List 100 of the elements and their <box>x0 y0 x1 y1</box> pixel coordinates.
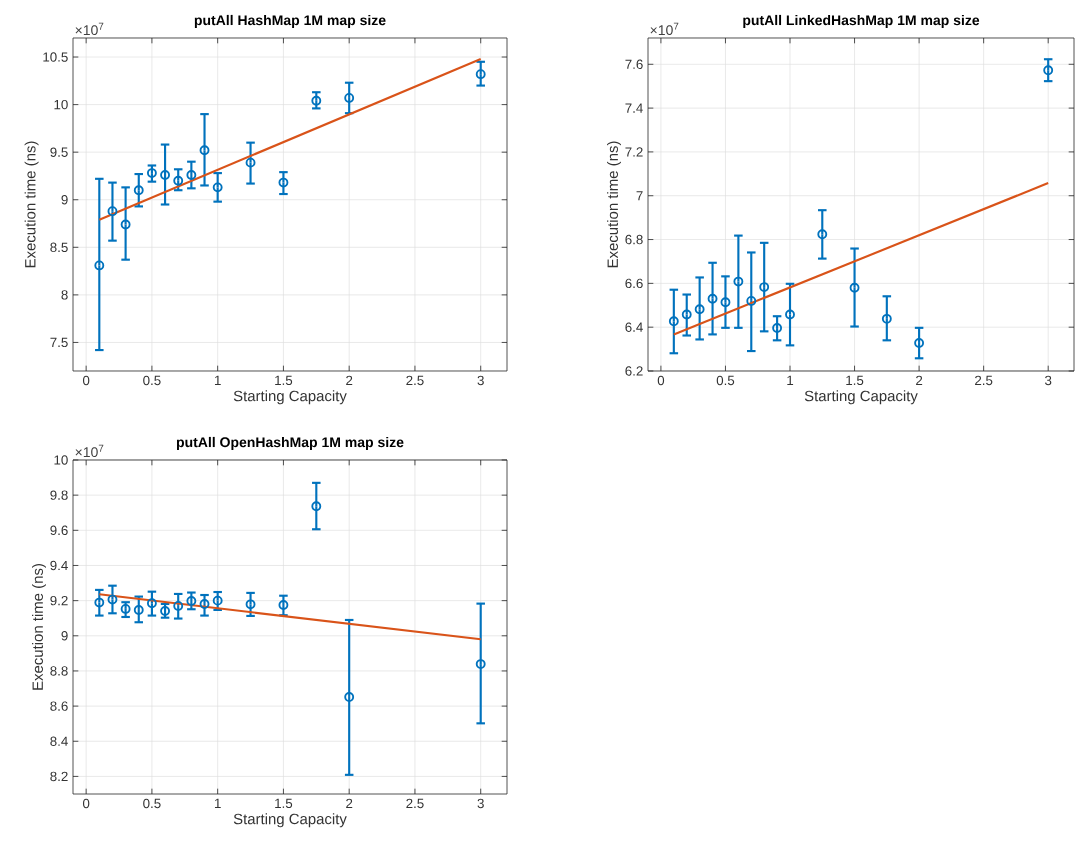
y-tick-label: 8 <box>61 290 68 300</box>
y-tick-label: 7.2 <box>625 147 643 157</box>
text: ×10$^{7}$ <box>75 22 104 36</box>
y-tick-label: 7.4 <box>625 103 643 113</box>
y-tick-label: 10.5 <box>43 52 68 62</box>
point <box>245 157 256 168</box>
point <box>881 313 892 324</box>
point <box>133 605 144 615</box>
y-tick-label: 6.8 <box>625 234 643 245</box>
point <box>199 599 210 609</box>
x-tick-label: 1 <box>787 375 794 385</box>
point <box>94 597 105 608</box>
x-tick-label: 2 <box>916 375 923 386</box>
point <box>120 219 131 230</box>
y-tick-label: 9.5 <box>50 147 68 157</box>
y-tick-label: 10 <box>54 99 68 110</box>
point <box>668 316 679 327</box>
y-tick-label: 9.6 <box>50 525 68 536</box>
point <box>146 168 157 179</box>
x-tick-label: 0 <box>82 798 90 809</box>
y-tick-label: 8.5 <box>50 242 68 253</box>
y-tick-label: 8.4 <box>50 736 68 746</box>
point <box>212 595 223 606</box>
x-tick-label: 3 <box>477 375 484 386</box>
x-tick-label: 3 <box>477 798 484 809</box>
y-tick-label: 9 <box>61 631 68 641</box>
x-tick-label: 1 <box>214 375 221 385</box>
point <box>475 69 486 80</box>
x-tick-label: 1.5 <box>275 798 293 809</box>
point <box>311 501 322 512</box>
point <box>212 182 223 193</box>
point <box>186 596 197 606</box>
y-tick-label: 10 <box>54 455 68 465</box>
y-tick-label: 9.4 <box>50 560 68 571</box>
point <box>746 295 757 306</box>
y-tick-label: 6.4 <box>625 322 643 332</box>
point <box>278 177 289 188</box>
x-axis-title: Starting Capacity <box>804 390 918 405</box>
point <box>759 282 770 293</box>
y-tick-label: 9.2 <box>50 595 68 606</box>
x-tick-label: 2.5 <box>975 375 993 386</box>
point <box>160 170 171 180</box>
y-tick-label: 6.6 <box>625 278 643 289</box>
x-tick-label: 2 <box>346 375 353 386</box>
point <box>173 600 184 611</box>
point <box>133 185 144 196</box>
point <box>199 145 210 156</box>
point <box>311 95 322 106</box>
y-tick-label: 9 <box>61 195 68 205</box>
y-tick-label: 8.2 <box>50 771 68 782</box>
point <box>344 92 355 103</box>
x-tick-label: 0.5 <box>143 798 161 809</box>
x-tick-label: 0 <box>82 375 90 386</box>
chart-title: putAll HashMap 1M map size <box>194 14 386 28</box>
y-tick-label: 6.2 <box>625 366 643 376</box>
y-axis-title: Execution time (ns) <box>32 564 46 690</box>
x-axis-title: Starting Capacity <box>233 813 347 828</box>
x-tick-label: 0 <box>657 375 665 386</box>
y-tick-label: 8.6 <box>50 701 68 711</box>
point <box>173 175 184 186</box>
point <box>344 692 355 702</box>
point <box>914 338 925 348</box>
x-tick-label: 2 <box>346 798 353 809</box>
chart-title: putAll OpenHashMap 1M map size <box>176 436 404 450</box>
x-tick-label: 2.5 <box>406 375 424 386</box>
chart-title: putAll LinkedHashMap 1M map size <box>743 14 980 28</box>
y-tick-label: 7.5 <box>50 337 68 348</box>
point <box>733 276 744 287</box>
point <box>107 594 118 605</box>
x-tick-label: 0.5 <box>716 375 735 386</box>
point <box>694 304 705 315</box>
y-axis-title: Execution time (ns) <box>24 141 39 268</box>
y-axis-title: Execution time (ns) <box>607 141 621 268</box>
x-tick-label: 0.5 <box>143 375 161 386</box>
x-axis-title: Starting Capacity <box>233 390 347 405</box>
y-tick-label: 7.6 <box>625 59 643 69</box>
point <box>160 606 170 616</box>
point <box>1043 65 1054 76</box>
point <box>720 297 731 308</box>
point <box>278 600 289 610</box>
x-tick-label: 1.5 <box>846 375 864 386</box>
text: ×10$^{7}$ <box>75 444 104 458</box>
x-tick-label: 1.5 <box>275 375 293 386</box>
y-tick-label: 8.8 <box>50 666 68 676</box>
text: ×10$^{7}$ <box>650 22 679 36</box>
point <box>94 260 105 271</box>
point <box>707 293 718 304</box>
point <box>785 309 795 320</box>
point <box>475 659 486 670</box>
point <box>186 170 197 180</box>
point <box>817 229 828 240</box>
x-tick-label: 1 <box>214 798 221 808</box>
y-tick-label: 7 <box>636 191 643 201</box>
point <box>849 282 860 293</box>
point <box>107 206 118 217</box>
point <box>772 323 783 333</box>
x-tick-label: 2.5 <box>406 798 424 809</box>
y-tick-label: 9.8 <box>50 490 68 500</box>
point <box>245 599 256 610</box>
point <box>146 598 157 609</box>
